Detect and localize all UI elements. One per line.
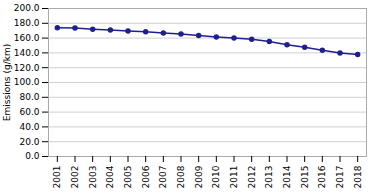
svg-text:Emissions (g/km): Emissions (g/km)	[2, 44, 12, 121]
svg-text:2016: 2016	[317, 165, 327, 188]
svg-text:2013: 2013	[264, 166, 274, 189]
svg-text:2012: 2012	[247, 166, 257, 189]
svg-text:2008: 2008	[176, 165, 186, 188]
svg-text:0.0: 0.0	[25, 151, 40, 161]
svg-text:80.0: 80.0	[19, 92, 39, 102]
svg-text:140.0: 140.0	[14, 48, 40, 58]
svg-text:2015: 2015	[300, 166, 310, 189]
svg-text:120.0: 120.0	[14, 63, 40, 73]
svg-text:2018: 2018	[353, 165, 363, 188]
svg-text:2002: 2002	[70, 166, 80, 189]
svg-text:20.0: 20.0	[19, 137, 39, 147]
svg-text:160.0: 160.0	[14, 33, 40, 43]
svg-text:2007: 2007	[158, 166, 168, 189]
svg-text:2010: 2010	[211, 165, 221, 188]
svg-text:2011: 2011	[229, 166, 239, 189]
svg-text:2001: 2001	[52, 166, 62, 189]
svg-text:2006: 2006	[141, 165, 151, 188]
svg-text:2014: 2014	[282, 165, 292, 188]
svg-text:100.0: 100.0	[14, 77, 40, 87]
svg-text:2004: 2004	[105, 165, 115, 188]
svg-text:2017: 2017	[335, 166, 345, 189]
svg-text:180.0: 180.0	[14, 18, 40, 28]
svg-text:2009: 2009	[194, 165, 204, 188]
svg-text:40.0: 40.0	[19, 122, 39, 132]
svg-text:200.0: 200.0	[14, 3, 40, 13]
svg-text:2003: 2003	[88, 166, 98, 189]
svg-text:2005: 2005	[123, 166, 133, 189]
svg-text:60.0: 60.0	[19, 107, 39, 117]
